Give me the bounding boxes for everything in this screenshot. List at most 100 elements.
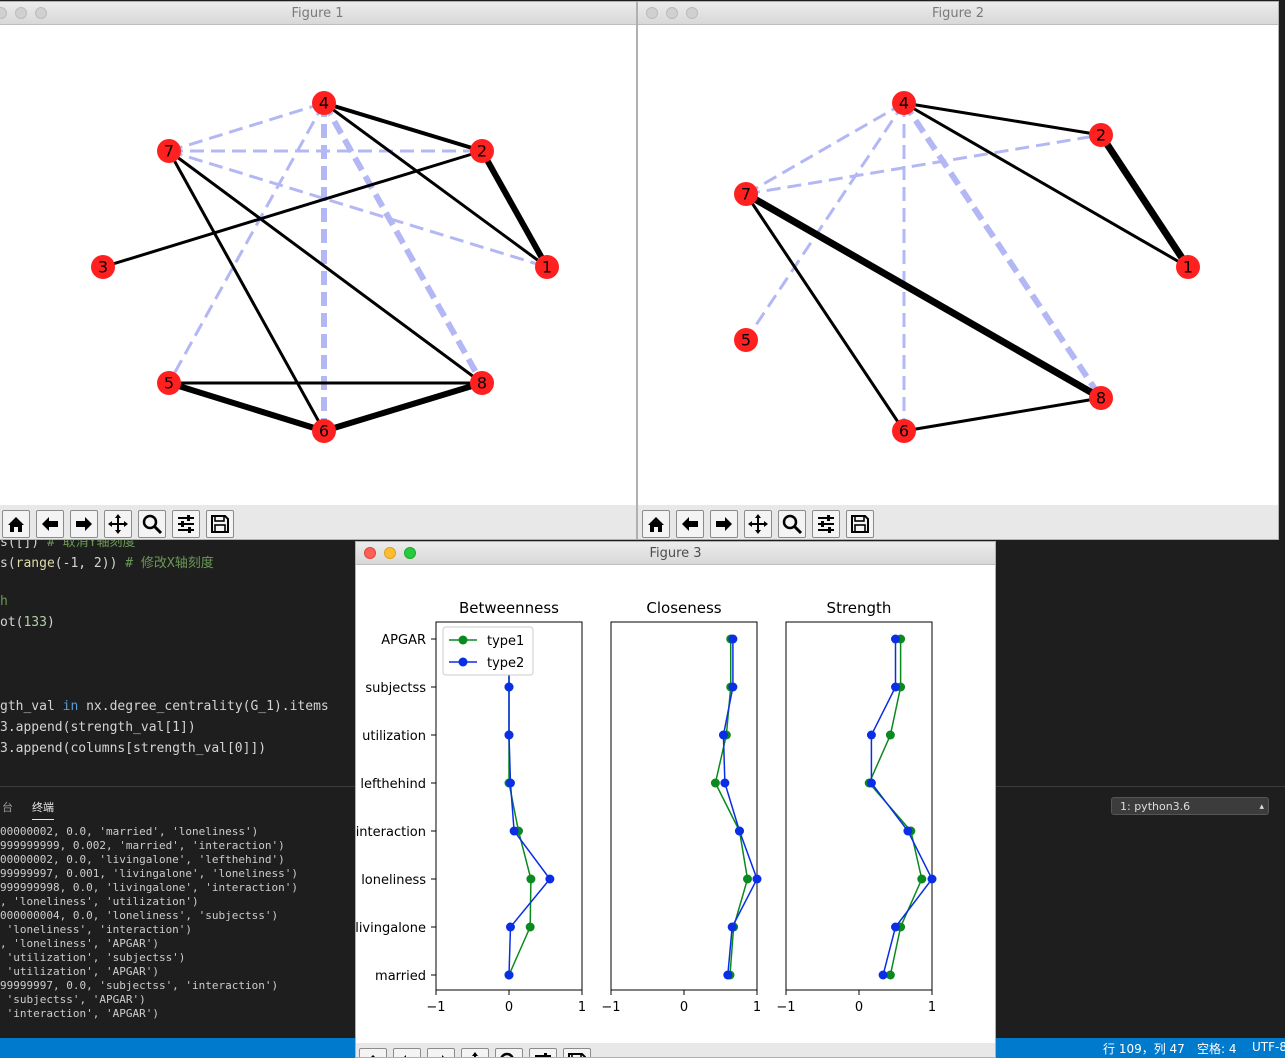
terminal-line: 99999997, 0.0, 'subjectss', 'interaction… [0,979,279,992]
configure-button[interactable] [812,510,840,538]
terminal-line: 'subjectss', 'APGAR') [0,993,146,1006]
figure-1-titlebar[interactable]: Figure 1 [0,2,636,25]
zoom-icon [500,1052,514,1057]
back-arrow-button[interactable] [36,510,64,538]
minimize-button[interactable] [384,547,396,559]
forward-arrow-button[interactable] [70,510,98,538]
home-button[interactable] [359,1048,387,1057]
x-tick-label: −1 [776,1000,795,1015]
data-point-type2 [866,730,876,740]
code-line: 3.append(strength_val[1]) [0,720,196,735]
figure-3-titlebar[interactable]: Figure 3 [356,542,995,565]
edge-6-8 [323,380,483,434]
save-button[interactable] [206,510,234,538]
close-button[interactable] [646,7,658,19]
figure-3-centrality-chart: Betweenness −1 0 1 APGAR subjectss utilization… [356,599,937,1015]
figure-3-window: Figure 3 Betweenness −1 0 1 APGAR subjectss ut… [355,541,996,1058]
panel-title: Strength [827,599,892,617]
y-tick-label: utilization [362,729,426,744]
zoom-button[interactable] [778,510,806,538]
code-token: 3.append(columns[strength_val[0]]) [0,741,267,756]
series-line-type2 [870,639,933,976]
zoom-button[interactable] [35,7,47,19]
y-tick-label: interaction [356,825,426,840]
node-1 [1176,255,1200,279]
code-line: 3.append(columns[strength_val[0]]) [0,741,266,756]
save-button[interactable] [846,510,874,538]
forward-arrow-button[interactable] [427,1048,455,1057]
figure-2-toolbar [638,505,1278,539]
figure-1-network-graph: 1 2 3 4 5 6 7 8 [91,91,559,443]
configure-button[interactable] [529,1048,557,1057]
node-label-2: 2 [1096,126,1106,145]
terminal-line: 'utilization', 'APGAR') [0,965,159,978]
encoding[interactable]: UTF-8 [1252,1040,1285,1054]
code-token: in [62,699,79,714]
node-8 [1089,386,1113,410]
node-label-4: 4 [319,94,329,113]
data-point-type2 [891,922,900,932]
axes-frame [610,621,758,991]
back-arrow-button[interactable] [393,1048,421,1057]
terminal-select[interactable]: 1: python3.6 ▴ [1111,797,1269,815]
edge-4-5 [167,102,326,384]
pan-icon [108,514,128,534]
configure-button[interactable] [172,510,200,538]
zoom-icon [142,514,163,535]
tab-terminal[interactable]: 终端 [32,799,54,820]
data-point-type2 [504,970,514,980]
figure-2-network-graph: 1 2 4 5 6 7 8 [734,91,1200,443]
edge-4-2 [903,101,1102,137]
node-label-8: 8 [1096,389,1106,408]
figure-2-titlebar[interactable]: Figure 2 [638,2,1278,25]
code-token: range [15,556,55,571]
edge-4-1 [323,101,548,269]
zoom-button[interactable] [138,510,166,538]
zoom-button[interactable] [404,547,416,559]
data-point-type2 [505,922,515,932]
code-line: h [0,594,8,609]
zoom-button[interactable] [495,1048,523,1057]
edge-3-2 [102,149,483,269]
indent-spaces[interactable]: 空格: 4 [1197,1042,1237,1056]
node-label-8: 8 [477,374,487,393]
home-button[interactable] [2,510,30,538]
cursor-position[interactable]: 行 109，列 47 [1103,1042,1185,1056]
node-5 [157,371,181,395]
close-button[interactable] [364,547,376,559]
pan-button[interactable] [104,510,132,538]
pan-button[interactable] [744,510,772,538]
configure-icon [535,1053,551,1057]
panel-title: Closeness [646,599,721,617]
home-button[interactable] [642,510,670,538]
edge-7-1 [168,149,548,269]
minimize-button[interactable] [15,7,27,19]
terminal-line: , 'loneliness', 'APGAR') [0,937,159,950]
node-label-5: 5 [741,331,751,350]
tab-console[interactable]: 台 [2,801,13,814]
forward-arrow-button[interactable] [710,510,738,538]
save-button[interactable] [563,1048,591,1057]
terminal-select-value: 1: python3.6 [1120,800,1191,813]
data-point-type1 [710,778,720,788]
save-icon [851,515,869,533]
data-point-type2 [891,682,900,692]
node-label-3: 3 [98,258,108,277]
data-point-type2 [734,826,744,836]
edge-5-6 [168,380,325,434]
edge-7-8 [744,190,1103,402]
minimize-button[interactable] [666,7,678,19]
zoom-button[interactable] [686,7,698,19]
node-6 [312,419,336,443]
figure-1-window: Figure 1 1 2 3 4 5 6 7 8 [0,1,637,540]
back-arrow-icon [42,517,58,531]
figure-3-toolbar [356,1043,995,1057]
node-7 [734,182,758,206]
series-line-type2 [722,639,758,976]
panel-title: Betweenness [459,599,559,617]
pan-button[interactable] [461,1048,489,1057]
back-arrow-button[interactable] [676,510,704,538]
terminal-line: 'utilization', 'subjectss') [0,951,186,964]
edge-4-1 [903,101,1189,269]
x-tick-label: 0 [505,1000,513,1015]
